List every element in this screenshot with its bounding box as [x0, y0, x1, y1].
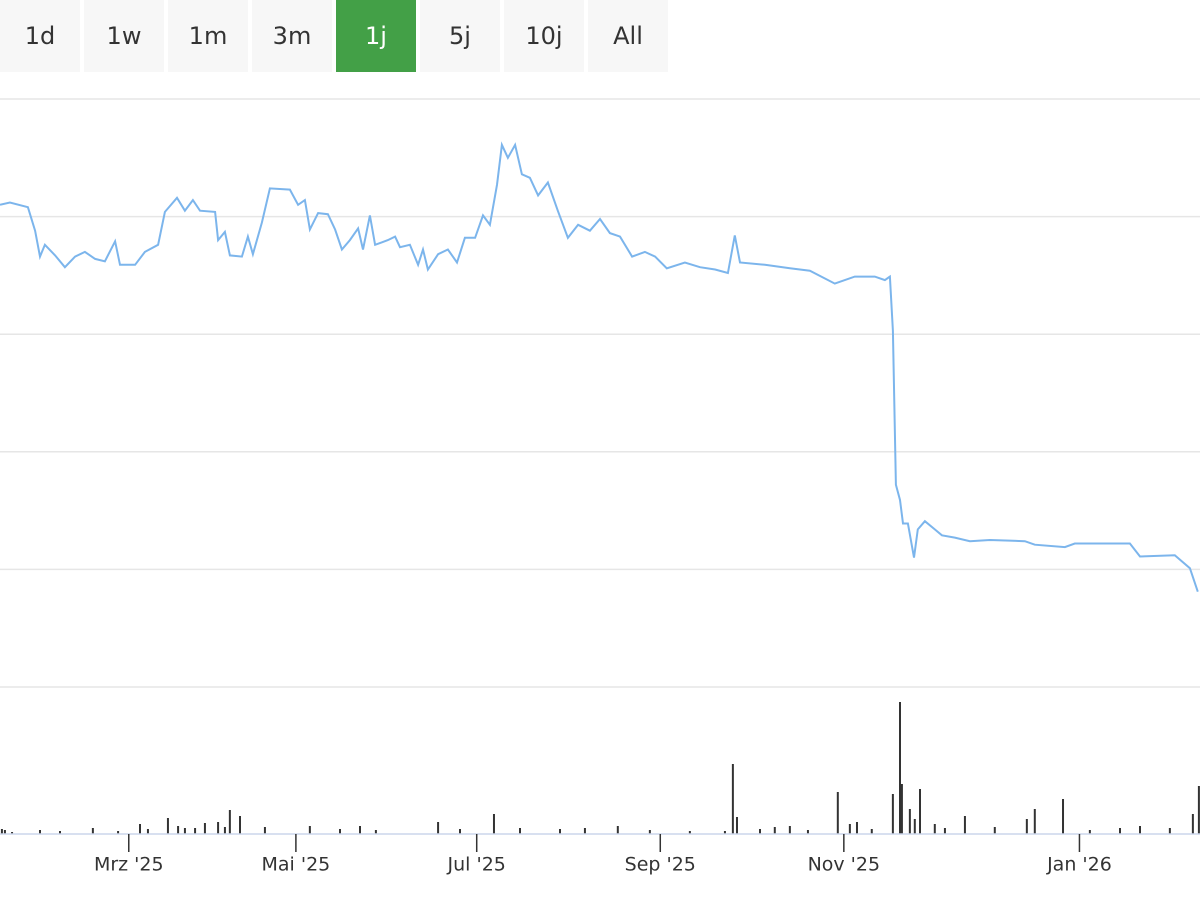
- volume-bar: [1197, 786, 1200, 834]
- volume-bar: [723, 831, 726, 834]
- volume-bar: [223, 827, 226, 834]
- range-button[interactable]: 3m: [252, 0, 332, 72]
- volume-bar: [855, 822, 858, 834]
- volume-bar: [848, 824, 851, 834]
- volume-bar: [870, 829, 873, 834]
- volume-bar: [900, 784, 903, 834]
- volume-bar: [731, 764, 734, 834]
- volume-bar: [919, 789, 921, 834]
- volume-bar: [459, 829, 461, 834]
- volume-bar: [913, 819, 916, 834]
- volume-bar: [177, 826, 180, 834]
- volume-bar: [3, 830, 6, 834]
- volume-bar: [183, 828, 186, 834]
- volume-bar: [1033, 809, 1036, 834]
- volume-bar: [1139, 826, 1141, 834]
- volume-bar: [519, 828, 521, 834]
- x-tick-label: Jan '26: [1046, 854, 1112, 876]
- volume-bar: [788, 826, 791, 834]
- volume-bar: [359, 826, 361, 834]
- volume-bar: [146, 829, 149, 834]
- volume-bar: [933, 824, 936, 834]
- volume-bar: [908, 809, 911, 834]
- range-button[interactable]: 1w: [84, 0, 164, 72]
- volume-bar: [91, 828, 94, 834]
- volume-bar: [1119, 828, 1121, 834]
- range-button[interactable]: All: [588, 0, 668, 72]
- volume-bar: [559, 829, 561, 834]
- volume-bar: [836, 792, 839, 834]
- volume-bar: [891, 794, 894, 834]
- volume-bar: [11, 832, 14, 834]
- volume-bar: [492, 814, 495, 834]
- volume-bar: [166, 818, 169, 834]
- volume-bar: [1168, 828, 1171, 834]
- volume-bar: [117, 831, 120, 834]
- volume-bar: [648, 830, 651, 834]
- volume-bar: [735, 817, 738, 834]
- volume-bar: [899, 702, 901, 834]
- x-tick-label: Mai '25: [262, 854, 331, 876]
- volume-bar: [1062, 799, 1065, 834]
- range-button[interactable]: 1d: [0, 0, 80, 72]
- volume-bar: [437, 822, 440, 834]
- volume-bar: [217, 822, 220, 834]
- volume-bar: [0, 829, 3, 834]
- price-line: [0, 141, 1199, 593]
- volume-bar: [59, 831, 61, 834]
- volume-bar: [806, 830, 809, 834]
- volume-bar: [943, 828, 946, 834]
- volume-bar: [263, 827, 266, 834]
- range-button[interactable]: 5j: [420, 0, 500, 72]
- volume-bar: [773, 827, 776, 834]
- volume-bar: [688, 831, 691, 834]
- x-tick-label: Sep '25: [625, 854, 696, 876]
- volume-bar: [374, 830, 377, 834]
- volume-bar: [993, 827, 996, 834]
- volume-bar: [616, 826, 619, 834]
- volume-bar: [963, 816, 966, 834]
- volume-bar: [308, 826, 311, 834]
- range-button[interactable]: 1j: [336, 0, 416, 72]
- volume-bar: [203, 823, 206, 834]
- volume-bar: [239, 816, 241, 834]
- volume-bar: [1025, 819, 1028, 834]
- volume-bar: [339, 829, 341, 834]
- x-tick-label: Mrz '25: [94, 854, 164, 876]
- volume-bar: [1191, 814, 1194, 834]
- range-button[interactable]: 1m: [168, 0, 248, 72]
- volume-bar: [194, 828, 197, 834]
- volume-bar: [228, 810, 231, 834]
- volume-bar: [583, 828, 586, 834]
- range-button[interactable]: 10j: [504, 0, 584, 72]
- x-tick-label: Jul '25: [447, 854, 506, 876]
- x-tick-label: Nov '25: [808, 854, 881, 876]
- volume-bar: [39, 830, 41, 834]
- volume-bar: [1088, 830, 1091, 834]
- volume-bar: [139, 824, 141, 834]
- volume-bar: [759, 829, 761, 834]
